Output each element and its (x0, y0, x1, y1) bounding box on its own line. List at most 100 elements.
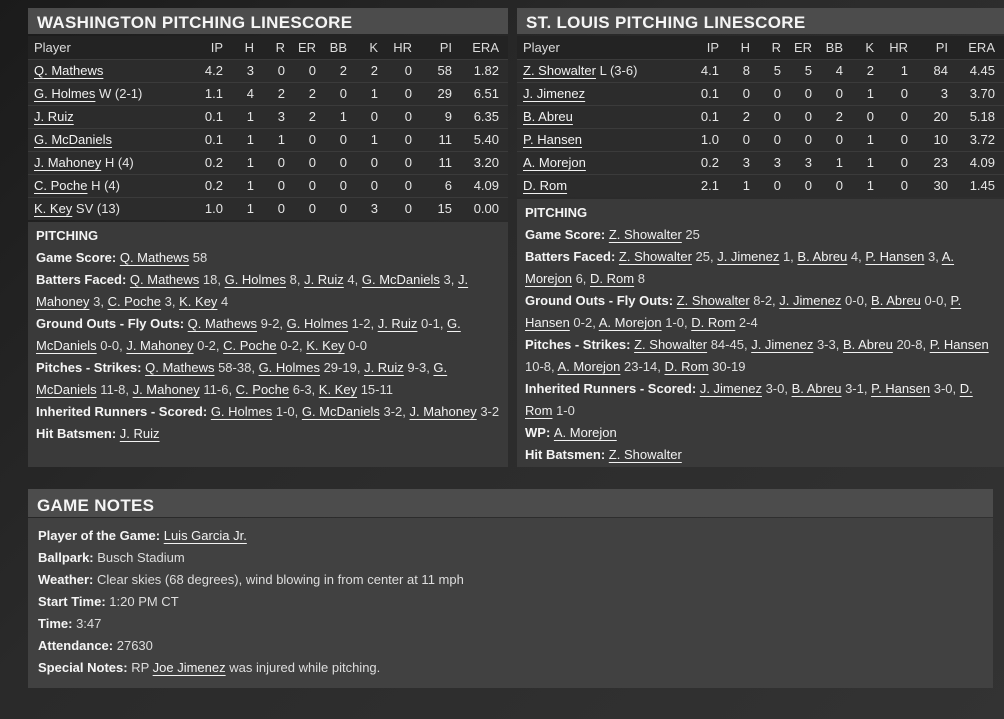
player-link[interactable]: Q. Mathews (145, 360, 215, 375)
stat-line-label: Time: (38, 616, 77, 631)
player-link[interactable]: J. Jimenez (779, 293, 842, 308)
player-link[interactable]: C. Poche (34, 178, 88, 193)
player-cell: G. Holmes W (2-1) (28, 81, 194, 105)
player-link[interactable]: J. Mahoney (132, 382, 200, 397)
stat-cell: 3.20 (461, 150, 508, 174)
player-link[interactable]: P. Hansen (871, 381, 931, 396)
stat-cell: 1 (232, 127, 263, 151)
stat-cell: 1.0 (194, 196, 232, 220)
player-link[interactable]: B. Abreu (523, 109, 573, 124)
player-link[interactable]: G. Holmes (224, 272, 286, 287)
player-link[interactable]: Z. Showalter (676, 293, 750, 308)
stat-line-text: 20-8, (892, 337, 930, 352)
washington-pitching-table: Player IP H R ER BB K HR PI ERA Q. Mathews 4.2 3 0 0 2… (28, 36, 508, 220)
player-link[interactable]: D. Rom (590, 271, 635, 286)
player-link[interactable]: Z. Showalter (608, 447, 682, 462)
player-link[interactable]: Z. Showalter (608, 227, 682, 242)
player-link[interactable]: A. Morejon (553, 425, 617, 440)
column-header-player: Player (34, 39, 71, 55)
stat-line-label: Hit Batsmen: (525, 447, 609, 462)
stat-line-text: 8 (634, 271, 645, 286)
player-link[interactable]: C. Poche (107, 294, 162, 309)
stat-line-text: 4, (847, 249, 866, 264)
stat-cell: 3 (728, 150, 759, 174)
player-link[interactable]: Luis Garcia Jr. (163, 528, 247, 543)
player-link[interactable]: J. Jimenez (751, 337, 814, 352)
player-link[interactable]: K. Key (179, 294, 218, 309)
stat-line: Attendance: 27630 (38, 635, 983, 657)
stat-line-label: Pitches - Strikes: (525, 337, 635, 352)
stat-cell: 6.35 (461, 104, 508, 128)
player-link[interactable]: Joe Jimenez (152, 660, 226, 675)
player-link[interactable]: J. Jimenez (699, 381, 762, 396)
player-link[interactable]: P. Hansen (929, 337, 989, 352)
column-header-ip: IP (210, 39, 223, 55)
player-link[interactable]: J. Jimenez (523, 86, 586, 101)
stat-line-text: 4 (217, 294, 229, 309)
stat-line: Batters Faced: Q. Mathews 18, G. Holmes … (36, 269, 500, 313)
player-link[interactable]: J. Ruiz (119, 426, 160, 441)
player-link[interactable]: P. Hansen (523, 132, 583, 147)
player-link[interactable]: G. Holmes (210, 404, 273, 419)
stat-cell: 0 (387, 150, 421, 174)
player-link[interactable]: J. Ruiz (304, 272, 344, 287)
player-link[interactable]: G. McDaniels (36, 316, 461, 353)
player-link[interactable]: Z. Showalter (618, 249, 692, 264)
player-link[interactable]: Q. Mathews (119, 250, 190, 265)
stat-cell: 0 (883, 127, 917, 151)
player-link[interactable]: Z. Showalter (634, 337, 708, 352)
player-link[interactable]: B. Abreu (871, 293, 921, 308)
player-link[interactable]: Q. Mathews (34, 63, 104, 78)
player-link[interactable]: A. Morejon (598, 315, 662, 330)
player-link[interactable]: G. McDaniels (301, 404, 380, 419)
stat-line-label: Ground Outs - Fly Outs: (36, 316, 188, 331)
player-link[interactable]: C. Poche (223, 338, 277, 353)
player-link[interactable]: J. Mahoney (36, 272, 469, 309)
player-link[interactable]: J. Ruiz (377, 316, 418, 331)
player-link[interactable]: A. Morejon (557, 359, 621, 374)
stat-cell: 0 (294, 196, 325, 220)
player-link[interactable]: G. Holmes (34, 86, 96, 101)
player-link[interactable]: C. Poche (235, 382, 290, 397)
player-link[interactable]: B. Abreu (797, 249, 848, 264)
player-link[interactable]: A. Morejon (525, 249, 955, 286)
stat-line-text: 0-0 (344, 338, 367, 353)
stat-cell: 2 (263, 81, 294, 105)
player-link[interactable]: G. Holmes (258, 360, 320, 375)
player-link[interactable]: P. Hansen (865, 249, 925, 264)
pitcher-row: J. Mahoney H (4) 0.2 1 0 0 0 0 0 11 3.20 (28, 150, 508, 174)
player-cell: A. Morejon (517, 150, 690, 174)
player-link[interactable]: D. Rom (664, 359, 709, 374)
player-link[interactable]: Z. Showalter (523, 63, 596, 78)
player-link[interactable]: B. Abreu (791, 381, 842, 396)
player-link[interactable]: P. Hansen (525, 293, 962, 330)
player-link[interactable]: G. McDaniels (34, 132, 113, 147)
player-link[interactable]: J. Ruiz (34, 109, 74, 124)
player-link[interactable]: G. McDaniels (361, 272, 440, 287)
player-link[interactable]: B. Abreu (842, 337, 893, 352)
player-link[interactable]: J. Mahoney (126, 338, 194, 353)
stat-cell: 0 (356, 150, 387, 174)
player-link[interactable]: Q. Mathews (187, 316, 258, 331)
player-link[interactable]: K. Key (306, 338, 345, 353)
column-header-pi: PI (439, 39, 452, 55)
player-link[interactable]: G. Holmes (286, 316, 349, 331)
stat-cell: 1.45 (957, 173, 1004, 197)
player-link[interactable]: J. Jimenez (717, 249, 780, 264)
player-cell: K. Key SV (13) (28, 196, 194, 220)
player-link[interactable]: K. Key (318, 382, 358, 397)
stat-line-label: Game Score: (36, 250, 120, 265)
game-notes-body: Player of the Game: Luis Garcia Jr. Ballp… (28, 518, 993, 688)
player-link[interactable]: K. Key (34, 201, 73, 217)
player-link[interactable]: A. Morejon (523, 155, 586, 170)
player-link[interactable]: D. Rom (691, 315, 736, 330)
player-link[interactable]: G. McDaniels (36, 360, 448, 397)
player-link[interactable]: Q. Mathews (129, 272, 200, 287)
player-link[interactable]: J. Ruiz (364, 360, 404, 375)
player-link[interactable]: D. Rom (523, 178, 568, 194)
player-link[interactable]: J. Mahoney (34, 155, 102, 170)
player-link[interactable]: J. Mahoney (409, 404, 477, 419)
stat-line-text: 0-0, (96, 338, 127, 353)
player-link[interactable]: D. Rom (525, 381, 973, 418)
washington-pitching-notes: PITCHING Game Score: Q. Mathews 58 Batter… (28, 222, 508, 467)
